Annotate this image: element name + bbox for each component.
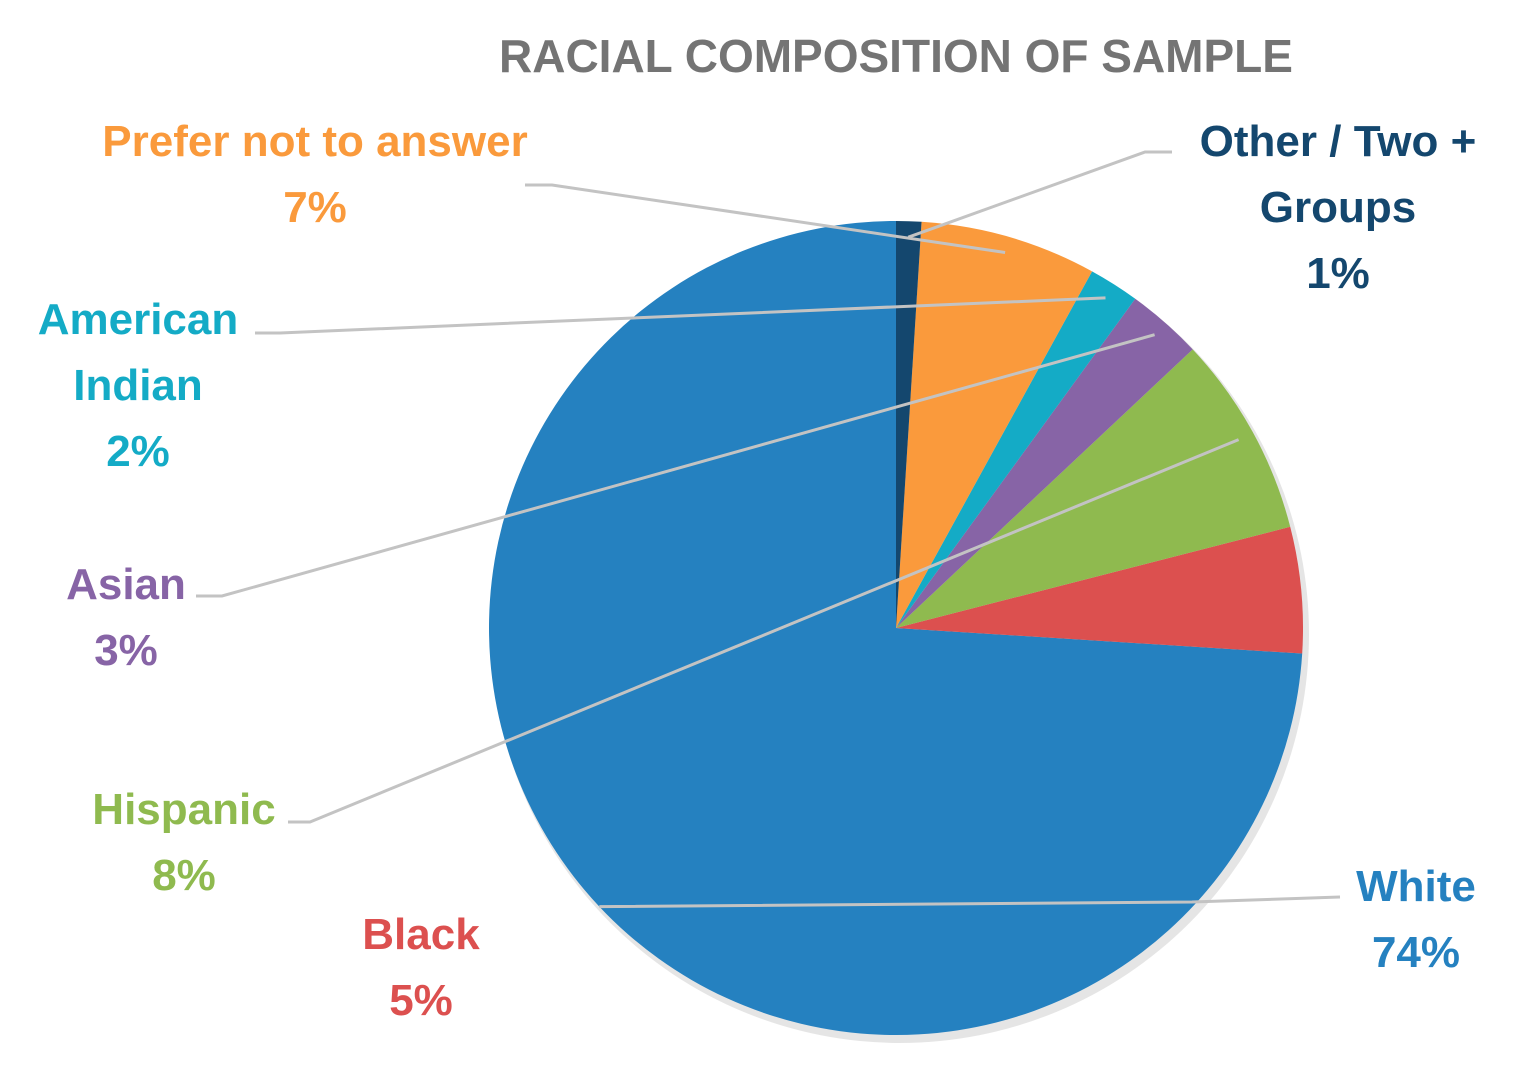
data-label-asian: Asian 3% xyxy=(66,560,186,675)
leader-line-white xyxy=(599,895,1341,909)
data-label-category: Asian xyxy=(66,560,186,609)
data-label-value: 5% xyxy=(389,976,453,1025)
data-label-value: 74% xyxy=(1372,928,1460,977)
slice-hispanic xyxy=(896,349,1291,628)
data-label-category: Groups xyxy=(1260,183,1416,232)
data-label-value: 2% xyxy=(106,427,170,476)
data-label-category: Indian xyxy=(73,361,203,410)
data-label-category: American xyxy=(38,295,239,344)
data-labels: White 74% Black 5% Hispanic 8% Asian 3% American… xyxy=(38,117,1477,1025)
data-label-category: Prefer not to answer xyxy=(102,117,527,166)
data-label-other-two-groups: Other / Two + Groups 1% xyxy=(1200,117,1477,298)
data-label-value: 7% xyxy=(283,183,347,232)
slice-american-indian xyxy=(896,271,1136,628)
leader-line-prefer-not-to-answer xyxy=(525,183,1006,254)
chart-title: RACIAL COMPOSITION OF SAMPLE xyxy=(499,30,1293,82)
data-label-category: Black xyxy=(362,910,480,959)
data-label-category: Other / Two + xyxy=(1200,117,1477,166)
data-label-american-indian: American Indian 2% xyxy=(38,295,239,476)
pie-slices xyxy=(489,221,1304,1035)
data-label-value: 3% xyxy=(94,626,158,675)
data-label-black: Black 5% xyxy=(362,910,480,1025)
slice-white xyxy=(489,221,1303,1035)
leader-line-hispanic xyxy=(288,438,1240,824)
slice-prefer-not-to-answer xyxy=(896,221,1093,629)
leader-lines xyxy=(196,150,1341,909)
data-label-prefer-not-to-answer: Prefer not to answer 7% xyxy=(102,117,527,232)
leader-line-asian xyxy=(196,333,1156,598)
data-label-value: 8% xyxy=(152,851,216,900)
slice-other-two-groups xyxy=(896,221,922,628)
data-label-category: White xyxy=(1356,862,1476,911)
data-label-value: 1% xyxy=(1306,249,1370,298)
data-label-hispanic: Hispanic 8% xyxy=(92,785,275,900)
data-label-category: Hispanic xyxy=(92,785,275,834)
slice-asian xyxy=(896,298,1193,628)
data-label-white: White 74% xyxy=(1356,862,1476,977)
leader-line-american-indian xyxy=(255,296,1106,335)
leader-line-other-two-groups xyxy=(907,150,1172,239)
slice-black xyxy=(896,526,1304,654)
